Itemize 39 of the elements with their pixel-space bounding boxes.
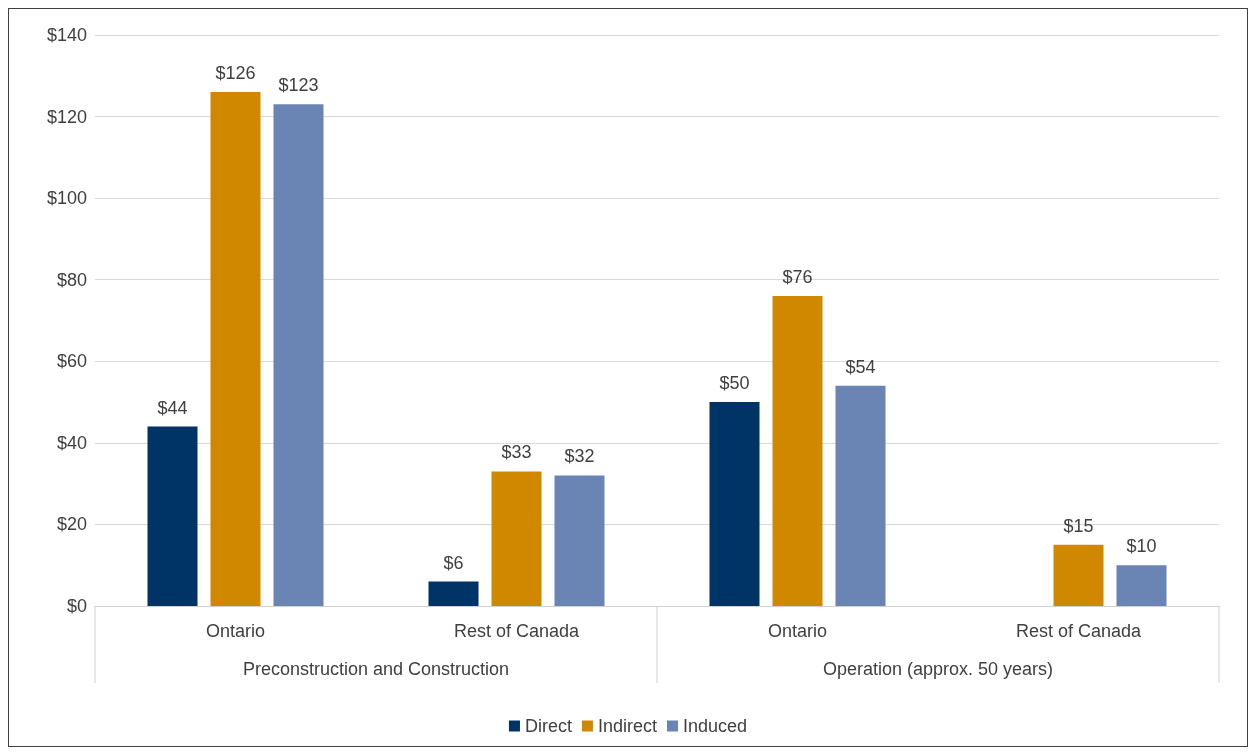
data-label: $33 xyxy=(501,442,532,463)
bar xyxy=(772,296,823,606)
legend-label: Induced xyxy=(682,716,748,736)
y-tick-label: $20 xyxy=(56,514,87,535)
text: Operation (approx. 50 years) xyxy=(822,659,1054,679)
x-tick-label: Rest of Canada xyxy=(453,621,581,641)
data-label: $6 xyxy=(443,552,464,573)
data-label: $10 xyxy=(1126,536,1157,557)
y-tick-label: $60 xyxy=(56,351,87,372)
y-tick-label: $120 xyxy=(46,106,87,127)
data-label: $123 xyxy=(278,75,319,96)
data-label: $54 xyxy=(845,356,876,377)
x-tick-label: Rest of Canada xyxy=(1015,621,1143,641)
y-tick-label: $40 xyxy=(56,432,87,453)
legend-label: Indirect xyxy=(597,716,657,736)
data-label: $50 xyxy=(719,373,750,394)
data-label: $126 xyxy=(215,63,256,84)
bar xyxy=(147,426,198,606)
x-tick-label: Ontario xyxy=(767,621,828,641)
bar xyxy=(835,385,886,606)
y-tick-label: $80 xyxy=(56,269,87,290)
data-label: $76 xyxy=(782,267,813,288)
data-label: $44 xyxy=(157,397,188,418)
data-label: $15 xyxy=(1063,515,1094,536)
bar xyxy=(1053,544,1104,606)
y-tick-label: $0 xyxy=(66,596,87,616)
data-label: $32 xyxy=(564,446,595,467)
text: Preconstruction and Construction xyxy=(242,659,510,679)
bar xyxy=(491,471,542,606)
bar xyxy=(210,92,261,606)
y-tick-label: $100 xyxy=(46,188,87,209)
bar xyxy=(709,402,760,606)
legend-label: Direct xyxy=(524,716,572,736)
y-tick-label: $140 xyxy=(46,25,87,45)
bar xyxy=(554,475,605,606)
x-tick-label: Ontario xyxy=(205,621,266,641)
bar xyxy=(273,104,324,606)
bar xyxy=(428,581,479,606)
bar xyxy=(1116,565,1167,606)
